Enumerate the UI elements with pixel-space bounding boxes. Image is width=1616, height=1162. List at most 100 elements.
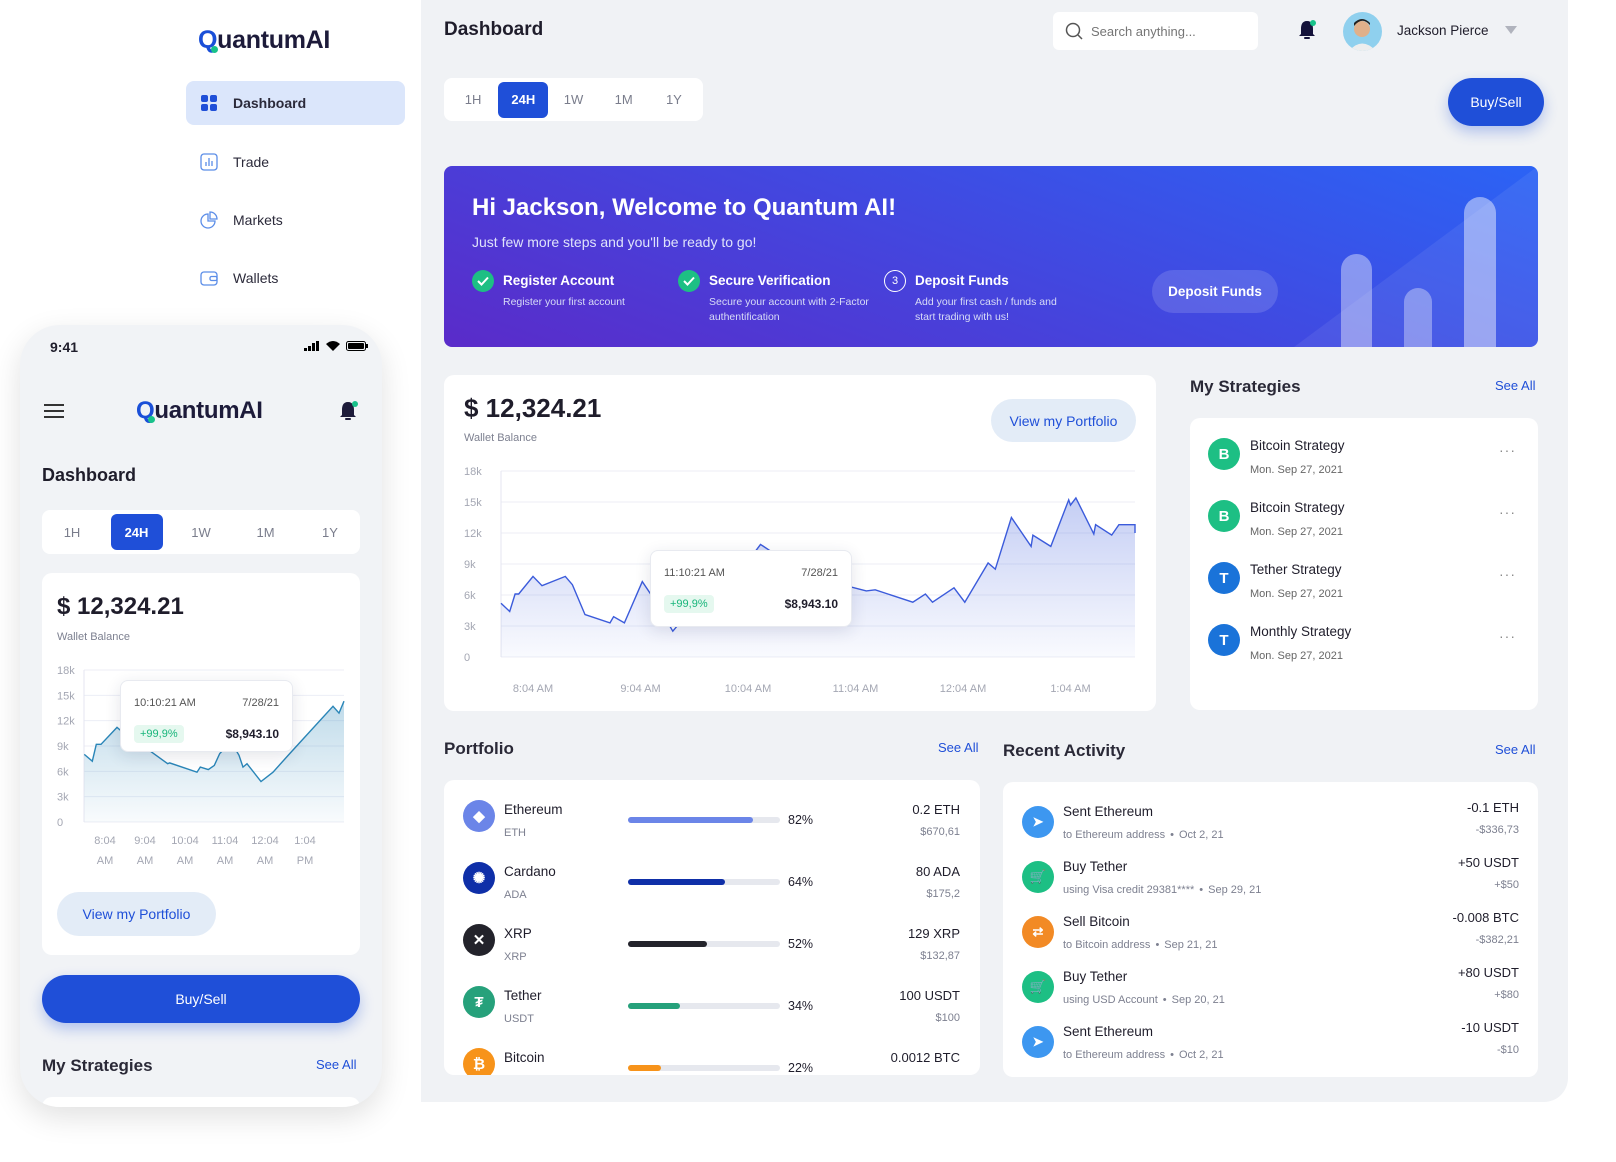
allocation-percent: 34% <box>788 999 814 1013</box>
user-name[interactable]: Jackson Pierce <box>1397 23 1489 38</box>
user-menu-chevron-down-icon[interactable] <box>1505 26 1517 34</box>
coin-usd-value: $100 <box>935 1012 960 1024</box>
tab-24h[interactable]: 24H <box>498 81 549 118</box>
cart-icon: 🛒 <box>1022 861 1054 893</box>
grid-icon <box>200 94 218 112</box>
mobile-tab-1w[interactable]: 1W <box>191 524 211 540</box>
separator-dot: • <box>1170 1049 1174 1061</box>
step-description: Secure your account with 2-Factor authen… <box>709 296 869 323</box>
mobile-strategies-title: My Strategies <box>42 1056 153 1075</box>
tab-1m[interactable]: 1M <box>614 92 633 107</box>
check-circle-icon <box>472 270 494 292</box>
search-icon <box>1065 22 1083 40</box>
mobile-tab-1h[interactable]: 1H <box>63 524 81 540</box>
x-tick-label: 11:04 <box>212 835 239 847</box>
strategy-item[interactable]: B Bitcoin Strategy Mon. Sep 27, 2021 ··· <box>1190 498 1538 560</box>
sidebar-item-trade[interactable]: Trade <box>186 140 405 184</box>
y-tick-label: 15k <box>57 690 75 702</box>
portfolio-row[interactable]: ✺ Cardano ADA 64% 80 ADA $175,2 <box>444 860 980 920</box>
tab-1h[interactable]: 1H <box>464 92 482 107</box>
allocation-bar-fill <box>628 1065 662 1071</box>
activity-row[interactable]: ⇄ Sell Bitcoin to Bitcoin address • Sep 21, … <box>1003 910 1538 967</box>
portfolio-row[interactable]: ₿BitcoinBTC22%0.0012 BTC <box>444 1046 980 1075</box>
area-fill <box>84 701 345 822</box>
search-input[interactable] <box>1091 23 1251 39</box>
series-line <box>83 700 345 783</box>
tab-1w[interactable]: 1W <box>563 92 584 107</box>
coin-name: Bitcoin <box>504 1050 545 1065</box>
notification-bell-icon[interactable] <box>1297 19 1317 46</box>
logo[interactable]: QuantumAI <box>198 26 331 54</box>
strategy-item[interactable]: B Bitcoin Strategy Mon. Sep 27, 2021 ··· <box>1190 436 1538 498</box>
portfolio-row[interactable]: ✕ XRP XRP 52% 129 XRP $132,87 <box>444 922 980 982</box>
sidebar-item-wallets[interactable]: Wallets <box>186 256 405 300</box>
signal-icon <box>304 341 319 351</box>
sidebar-item-markets[interactable]: Markets <box>186 198 405 242</box>
step-title: Secure Verification <box>709 273 831 288</box>
page-title: Dashboard <box>444 19 544 40</box>
more-options-icon[interactable]: ··· <box>1499 504 1516 520</box>
mobile-buy-sell-button[interactable]: Buy/Sell <box>42 975 360 1023</box>
allocation-bar-fill <box>628 817 753 823</box>
avatar[interactable] <box>1343 12 1382 51</box>
portfolio-row[interactable]: ◆ Ethereum ETH 82% 0.2 ETH $670,61 <box>444 798 980 858</box>
deposit-funds-button[interactable]: Deposit Funds <box>1152 270 1278 313</box>
activity-see-all[interactable]: See All <box>1495 742 1536 757</box>
activity-amount: -0.1 ETH <box>1466 800 1519 815</box>
portfolio-row[interactable]: ₮ Tether USDT 34% 100 USDT $100 <box>444 984 980 1044</box>
send-icon: ➤ <box>1022 806 1054 838</box>
coin-symbol: ADA <box>504 889 527 901</box>
mobile-strategies-see-all[interactable]: See All <box>316 1057 357 1072</box>
mobile-balance-label: Wallet Balance <box>57 631 130 643</box>
coin-amount: 0.0012 BTC <box>890 1050 960 1065</box>
strategies-title: My Strategies <box>1190 377 1301 396</box>
allocation-bar-fill <box>628 1003 680 1009</box>
tab-1y[interactable]: 1Y <box>665 92 682 107</box>
strategy-item[interactable]: T Monthly Strategy Mon. Sep 27, 2021 ··· <box>1190 622 1538 684</box>
activity-amount: +50 USDT <box>1457 855 1519 870</box>
banner-title: Hi Jackson, Welcome to Quantum AI! <box>472 194 897 221</box>
balance-chart[interactable]: 0 3k 6k 9k 12k 15k 18k 8:04 AM 9:04 AM 10:04 AM 11… <box>444 375 1156 711</box>
separator-dot: • <box>1199 884 1204 896</box>
separator-dot: • <box>1162 994 1167 1006</box>
mobile-tab-1y[interactable]: 1Y <box>322 524 338 540</box>
x-tick-label: 8:04 AM <box>513 683 553 695</box>
portfolio-see-all[interactable]: See All <box>938 740 979 755</box>
view-portfolio-button[interactable]: View my Portfolio <box>991 399 1136 442</box>
strategy-date: Mon. Sep 27, 2021 <box>1250 650 1343 662</box>
mobile-bell-icon[interactable] <box>338 400 358 427</box>
allocation-percent: 82% <box>788 813 814 827</box>
hamburger-menu-icon[interactable] <box>44 404 64 423</box>
sidebar-item-dashboard[interactable]: Dashboard <box>186 81 405 125</box>
step-title: Register Account <box>503 273 615 288</box>
cardano-icon: ✺ <box>463 862 495 894</box>
strategy-date: Mon. Sep 27, 2021 <box>1250 464 1343 476</box>
allocation-bar-fill <box>628 941 708 947</box>
activity-row[interactable]: ➤ Sent Ethereum to Ethereum address • Oct 2,… <box>1003 800 1538 857</box>
buy-sell-button[interactable]: Buy/Sell <box>1448 78 1544 126</box>
strategies-see-all[interactable]: See All <box>1495 378 1536 393</box>
activity-row[interactable]: 🛒 Buy Tether using USD Account • Sep 20, 21 +… <box>1003 965 1538 1022</box>
coin-symbol: ETH <box>504 827 526 839</box>
y-tick-label: 0 <box>464 652 470 664</box>
activity-row[interactable]: 🛒 Buy Tether using Visa credit 29381**** • S… <box>1003 855 1538 912</box>
activity-row[interactable]: ➤ Sent Ethereum to Ethereum address • Oct 2,… <box>1003 1020 1538 1077</box>
bitcoin-icon: ₿ <box>463 1048 495 1075</box>
mobile-tab-1m[interactable]: 1M <box>256 524 275 540</box>
x-tick-label: 1:04 <box>294 835 315 847</box>
y-tick-label: 3k <box>464 621 476 633</box>
pie-chart-icon <box>200 211 218 229</box>
strategy-item[interactable]: T Tether Strategy Mon. Sep 27, 2021 ··· <box>1190 560 1538 622</box>
more-options-icon[interactable]: ··· <box>1499 442 1516 458</box>
more-options-icon[interactable]: ··· <box>1499 566 1516 582</box>
mobile-tab-24h[interactable]: 24H <box>110 514 163 550</box>
coin-usd-value: $670,61 <box>920 826 960 838</box>
more-options-icon[interactable]: ··· <box>1499 628 1516 644</box>
activity-detail: to Bitcoin address • Sep 21, 21 <box>1063 939 1218 951</box>
x-tick-label: 10:04 <box>171 835 199 847</box>
bar-chart-icon <box>200 153 218 171</box>
mobile-view-portfolio-button[interactable]: View my Portfolio <box>57 892 216 936</box>
search-box[interactable] <box>1053 12 1258 50</box>
onboarding-step: 3 Deposit Funds Add your first cash / fund… <box>884 270 1084 330</box>
mobile-time-tabs: 1H 24H 1W 1M 1Y <box>42 510 360 554</box>
